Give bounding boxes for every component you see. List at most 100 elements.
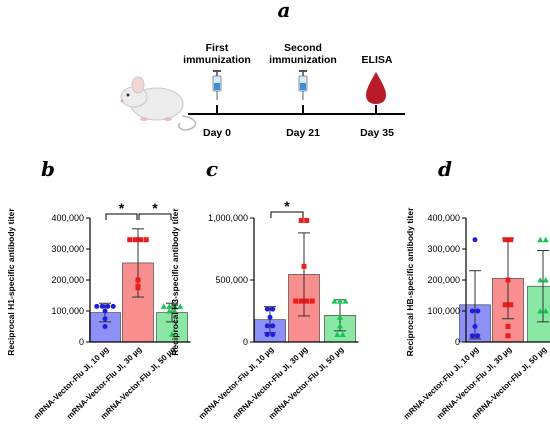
event-first-day: Day 0 (203, 127, 231, 139)
data-point (267, 314, 273, 320)
data-point (342, 298, 349, 304)
data-point (105, 303, 111, 309)
data-point (334, 331, 341, 338)
data-point (293, 298, 299, 304)
y-tick-label: 300,000 (427, 244, 460, 254)
y-tick-label: 1,000,000 (208, 213, 248, 223)
data-point (475, 333, 481, 339)
data-point (102, 308, 108, 314)
data-point (469, 308, 475, 314)
syringe-icon (212, 70, 222, 100)
data-point (102, 316, 108, 322)
event-elisa-day: Day 35 (360, 127, 394, 139)
data-point (505, 277, 511, 283)
data-point (475, 308, 481, 314)
data-point (505, 333, 511, 339)
data-point (309, 298, 315, 304)
data-point (94, 303, 100, 309)
significance-star: * (284, 198, 290, 214)
data-point (264, 332, 270, 338)
mouse-icon (120, 76, 197, 131)
event-second-day: Day 21 (286, 127, 320, 139)
data-point (472, 324, 478, 329)
chart-panel-c: c Reciprocal H3-specific antibody titer mR… (170, 157, 359, 421)
panel-letter: b (41, 157, 55, 181)
data-point (537, 236, 544, 243)
data-point (337, 314, 343, 320)
data-point (110, 303, 116, 309)
event-second-line2: immunization (269, 54, 337, 66)
y-axis-label: Reciprocal H3-specific antibody titer (170, 208, 180, 356)
data-point (169, 331, 175, 337)
data-point (102, 324, 108, 329)
data-point (177, 303, 184, 309)
data-point (542, 277, 549, 283)
significance-star: * (152, 200, 158, 216)
data-point (298, 217, 304, 223)
significance-star: * (119, 200, 125, 216)
panel-letter-a: a (278, 0, 291, 22)
timeline-panel: a First immunization Day 0 Second (120, 0, 405, 139)
y-axis-label: Reciprocal HB-specific antibody titer (405, 207, 415, 356)
significance-bracket (138, 213, 172, 220)
y-tick-label: 200,000 (51, 275, 84, 285)
y-tick-label: 0 (243, 337, 248, 347)
data-point (537, 308, 544, 314)
data-point (304, 217, 310, 223)
significance-bracket (105, 213, 138, 220)
chart-panel-d: d Reciprocal HB-specific antibody titer mR… (402, 157, 550, 421)
data-point (143, 237, 149, 243)
data-point (502, 237, 508, 243)
data-point (270, 323, 276, 329)
data-point (505, 324, 511, 329)
data-point (166, 308, 173, 314)
y-tick-label: 100,000 (51, 306, 84, 316)
y-tick-label: 100,000 (427, 306, 460, 316)
data-point (270, 306, 276, 312)
data-point (160, 303, 167, 309)
event-second-line1: Second (284, 42, 322, 54)
y-tick-label: 0 (79, 337, 84, 347)
data-point (508, 302, 514, 308)
data-point (135, 285, 141, 291)
category-label: mRNA-Vector-Flu JI, 50 µg (470, 345, 548, 421)
data-point (298, 298, 304, 304)
data-point (138, 237, 144, 243)
data-point (508, 237, 514, 243)
data-point (339, 331, 346, 338)
data-point (331, 298, 338, 304)
data-point (99, 303, 105, 309)
data-point (171, 308, 178, 314)
y-tick-label: 400,000 (51, 213, 84, 223)
data-point (301, 263, 307, 269)
data-point (472, 237, 478, 243)
panel-letter: d (438, 157, 452, 181)
data-point (542, 308, 549, 314)
event-first-line2: immunization (183, 54, 251, 66)
y-tick-label: 300,000 (51, 244, 84, 254)
category-label: mRNA-Vector-Flu JI, 50 µg (267, 345, 345, 421)
data-point (502, 302, 508, 308)
data-point (337, 322, 343, 329)
data-point (127, 237, 133, 243)
data-point (171, 303, 178, 309)
data-point (264, 306, 270, 312)
data-point (304, 298, 310, 304)
y-tick-label: 500,000 (215, 275, 248, 285)
panel-letter: c (206, 157, 218, 181)
bar-3 (527, 285, 550, 343)
syringe-icon (298, 70, 308, 100)
data-point (270, 332, 276, 338)
y-tick-label: 0 (455, 337, 460, 347)
data-point (542, 236, 549, 243)
y-tick-label: 200,000 (427, 275, 460, 285)
y-axis-label: Reciprocal H1-specific antibody titer (6, 208, 16, 356)
data-point (264, 323, 270, 329)
data-point (337, 298, 343, 304)
y-tick-label: 400,000 (427, 213, 460, 223)
data-point (166, 303, 173, 309)
event-first-line1: First (206, 42, 229, 54)
event-elisa-label: ELISA (362, 54, 393, 66)
